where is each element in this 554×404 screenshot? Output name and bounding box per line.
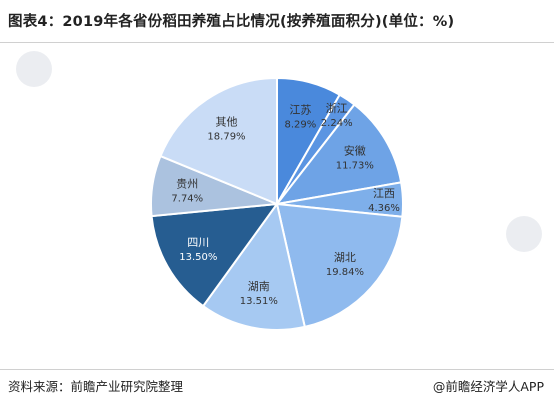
slice-label-3: 江西: [373, 187, 395, 200]
slice-label-5: 湖南: [248, 280, 270, 293]
slice-label-1: 浙江: [326, 102, 348, 115]
slice-label-7: 贵州: [176, 178, 198, 191]
pie-labels: 江苏 8.29% 浙江 2.24% 安徽 11.73% 江西 4.36% 湖北 19.84% 湖南 1…: [171, 102, 399, 307]
slice-label-0: 江苏: [289, 103, 311, 116]
pie-slice-8: [159, 76, 278, 206]
slice-value-2: 11.73%: [336, 160, 374, 171]
slice-value-1: 2.24%: [321, 118, 353, 129]
slice-label-4: 湖北: [334, 251, 356, 264]
footer-divider: [0, 369, 554, 370]
slice-value-6: 13.50%: [179, 252, 217, 263]
slice-value-0: 8.29%: [285, 119, 317, 130]
pie-slice-6: [150, 202, 280, 308]
pie-slice-4: [275, 202, 404, 329]
pie-slice-5: [201, 201, 306, 331]
slice-value-8: 18.79%: [207, 132, 245, 143]
slice-label-8: 其他: [216, 116, 238, 129]
pie-slice-2: [274, 103, 403, 206]
chart-title: 图表4：2019年各省份稻田养殖占比情况(按养殖面积分)(单位：%): [8, 14, 455, 30]
slice-value-5: 13.51%: [240, 296, 278, 307]
slice-value-7: 7.74%: [171, 194, 203, 205]
title-divider: [0, 42, 554, 43]
slice-value-3: 4.36%: [368, 203, 400, 214]
source-note: 资料来源：前瞻产业研究院整理: [8, 379, 184, 394]
slice-value-4: 19.84%: [326, 267, 364, 278]
slice-label-6: 四川: [187, 236, 209, 249]
title-bar: 图表4：2019年各省份稻田养殖占比情况(按养殖面积分)(单位：%): [0, 0, 554, 44]
watermark-logo-icon: [16, 51, 542, 252]
pie-slices: [150, 76, 404, 331]
app-watermark: @前瞻经济学人APP: [432, 379, 544, 394]
slice-label-2: 安徽: [344, 143, 366, 157]
pie-chart: 江苏 8.29% 浙江 2.24% 安徽 11.73% 江西 4.36% 湖北 19.84% 湖南 1…: [16, 51, 542, 331]
